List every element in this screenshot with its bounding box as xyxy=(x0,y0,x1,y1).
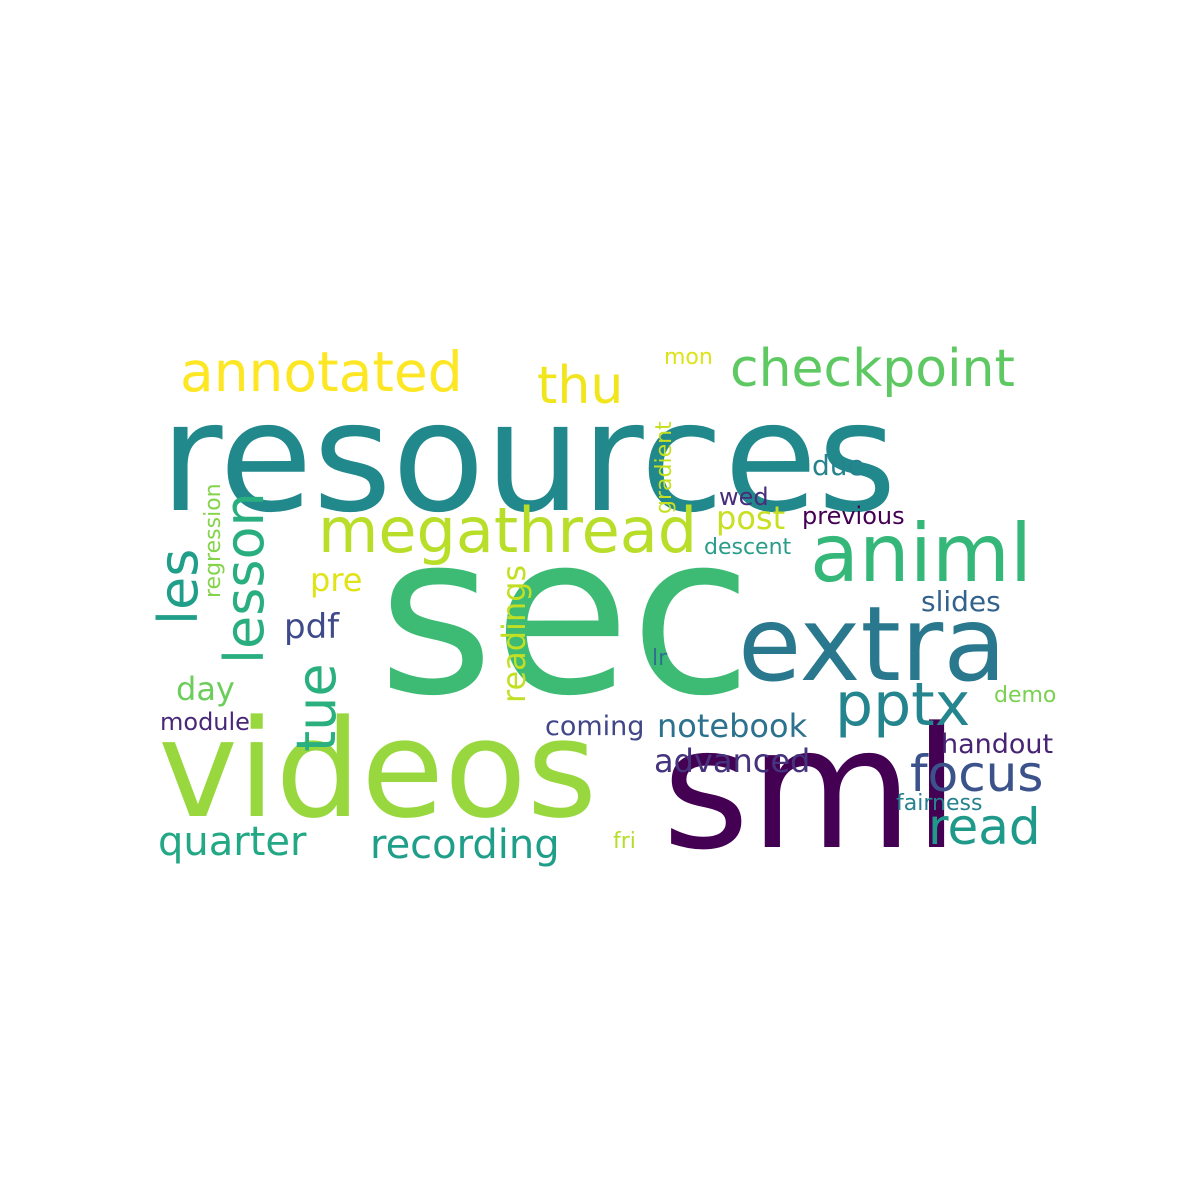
word-thu: thu xyxy=(537,356,624,416)
word-sec: sec xyxy=(378,487,753,745)
word-due: due xyxy=(812,449,865,482)
word-previous: previous xyxy=(802,502,905,530)
word-day: day xyxy=(176,670,235,708)
word-advanced: advanced xyxy=(654,742,811,780)
word-read: read xyxy=(928,798,1041,856)
word-focus: focus xyxy=(910,745,1044,803)
word-fairness: fairness xyxy=(896,791,983,816)
word-checkpoint: checkpoint xyxy=(730,339,1015,399)
word-descent: descent xyxy=(704,535,792,560)
word-lr: lr xyxy=(652,646,668,671)
word-recording: recording xyxy=(370,822,560,868)
word-post: post xyxy=(716,499,786,537)
word-readings: readings xyxy=(495,564,533,703)
word-notebook: notebook xyxy=(657,707,808,745)
word-coming: coming xyxy=(545,711,645,742)
word-quarter: quarter xyxy=(158,819,307,865)
word-regression: regression xyxy=(201,483,226,598)
word-gradient: gradient xyxy=(652,421,677,514)
word-pre: pre xyxy=(310,561,363,599)
word-extra: extra xyxy=(738,585,1007,705)
word-mon: mon xyxy=(664,345,713,370)
word-module: module xyxy=(160,708,250,736)
word-slides: slides xyxy=(921,585,1001,618)
word-tue: tue xyxy=(285,663,348,752)
word-demo: demo xyxy=(994,683,1057,708)
word-handout: handout xyxy=(941,729,1054,760)
word-videos: videos xyxy=(158,691,598,848)
word-animl: animl xyxy=(810,507,1033,600)
word-pptx: pptx xyxy=(835,670,971,740)
word-resources: resources xyxy=(160,369,897,546)
word-fri: fri xyxy=(613,829,636,854)
word-annotated: annotated xyxy=(180,340,463,404)
word-megathread: megathread xyxy=(318,494,698,567)
word-lesson: lesson xyxy=(213,492,276,664)
word-wed: wed xyxy=(719,483,769,511)
word-pdf: pdf xyxy=(284,607,340,647)
word-sml: sml xyxy=(662,691,960,887)
word-les: les xyxy=(147,548,210,625)
